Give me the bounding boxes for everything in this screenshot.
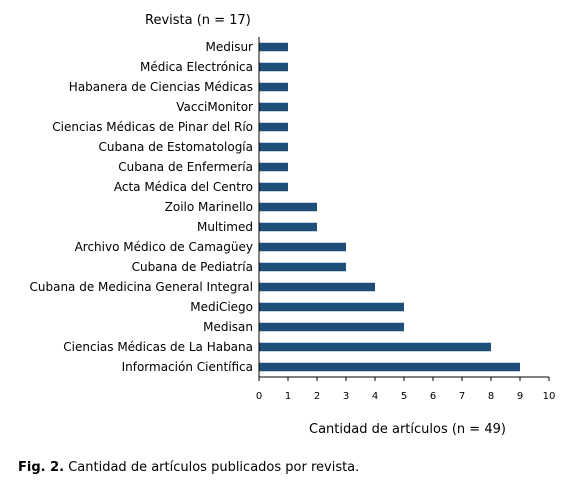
- x-axis-title: Cantidad de artículos (n = 49): [309, 422, 506, 437]
- bar: [259, 182, 288, 192]
- category-label: Cubana de Estomatología: [99, 140, 254, 154]
- bar: [259, 282, 375, 292]
- x-tick-label: 3: [343, 391, 349, 402]
- x-tick-label: 9: [517, 391, 523, 402]
- x-tick-label: 6: [430, 391, 436, 402]
- category-label: VacciMonitor: [176, 100, 253, 114]
- bar: [259, 142, 288, 152]
- bar: [259, 82, 288, 92]
- category-label: Cubana de Enfermería: [118, 160, 253, 174]
- bar: [259, 102, 288, 112]
- bar: [259, 42, 288, 52]
- category-label: Ciencias Médicas de La Habana: [63, 340, 253, 354]
- y-axis-title: Revista (n = 17): [145, 13, 251, 28]
- bar: [259, 242, 346, 252]
- category-label: Información Científica: [122, 360, 253, 374]
- bar: [259, 302, 404, 312]
- x-tick-label: 4: [372, 391, 378, 402]
- x-ticks-group: 0 1 2 3 4 5 6 7 8 9 10: [256, 377, 556, 402]
- bar: [259, 362, 520, 372]
- category-label: Ciencias Médicas de Pinar del Río: [52, 120, 253, 134]
- x-tick-label: 2: [314, 391, 320, 402]
- bars-group: [259, 42, 520, 372]
- x-tick-label: 0: [256, 391, 262, 402]
- x-tick-label: 5: [401, 391, 407, 402]
- category-label: Médica Electrónica: [140, 60, 253, 74]
- x-tick-label: 8: [488, 391, 494, 402]
- x-tick-label: 1: [285, 391, 291, 402]
- bar: [259, 122, 288, 132]
- x-tick-label: 7: [459, 391, 465, 402]
- category-label: Acta Médica del Centro: [114, 180, 253, 194]
- category-labels: Medisur Médica Electrónica Habanera de Cie…: [29, 40, 253, 374]
- bar: [259, 222, 317, 232]
- bar-chart: Revista (n = 17) Medisur Médica Electróni…: [29, 13, 556, 437]
- category-label: Medisur: [206, 40, 254, 54]
- bar: [259, 322, 404, 332]
- figure-caption: Fig. 2. Cantidad de artículos publicados…: [18, 460, 359, 475]
- bar: [259, 62, 288, 72]
- category-label: Habanera de Ciencias Médicas: [69, 80, 253, 94]
- category-label: Medisan: [203, 320, 253, 334]
- category-label: Cubana de Medicina General Integral: [29, 280, 253, 294]
- category-label: MediCiego: [190, 300, 253, 314]
- caption-label: Fig. 2.: [18, 460, 65, 475]
- category-label: Multimed: [197, 220, 253, 234]
- category-label: Archivo Médico de Camagüey: [75, 240, 253, 254]
- category-label: Cubana de Pediatría: [132, 260, 253, 274]
- bar: [259, 342, 491, 352]
- bar: [259, 162, 288, 172]
- bar: [259, 262, 346, 272]
- category-label: Zoilo Marinello: [165, 200, 253, 214]
- bar: [259, 202, 317, 212]
- caption-text: Cantidad de artículos publicados por rev…: [64, 460, 360, 475]
- x-tick-label: 10: [543, 391, 556, 402]
